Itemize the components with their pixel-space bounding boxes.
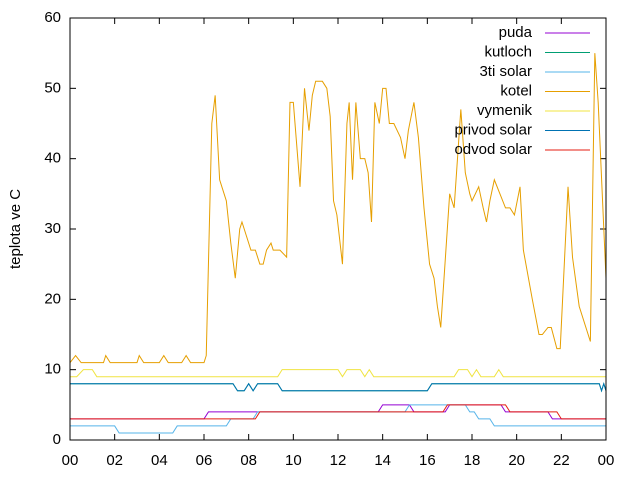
x-tick-label: 04 <box>151 452 168 469</box>
series-line <box>70 382 607 393</box>
plot-frame <box>69 17 607 441</box>
y-tick-label: 30 <box>44 220 61 237</box>
y-axis-label: teplota ve C <box>7 189 24 269</box>
series-line <box>70 404 606 420</box>
series-line <box>69 53 607 364</box>
legend-label: odvod solar <box>454 141 532 158</box>
legend-label: kotel <box>500 82 532 99</box>
legend-label: puda <box>499 24 533 41</box>
x-tick-label: 10 <box>285 452 302 469</box>
x-tick-label: 22 <box>553 452 570 469</box>
x-tick-label: 08 <box>240 452 257 469</box>
y-tick-label: 10 <box>44 361 61 378</box>
x-tick-label: 00 <box>598 452 615 469</box>
x-tick-label: 06 <box>196 452 213 469</box>
legend-label: privod solar <box>454 121 532 138</box>
x-tick-label: 12 <box>330 452 347 469</box>
x-tick-label: 02 <box>106 452 123 469</box>
y-tick-label: 20 <box>44 290 61 307</box>
series-line <box>70 382 607 393</box>
legend-label: 3ti solar <box>479 63 532 80</box>
x-tick-label: 00 <box>62 452 79 469</box>
x-tick-label: 18 <box>464 452 481 469</box>
x-tick-label: 16 <box>419 452 436 469</box>
y-tick-label: 40 <box>44 150 61 167</box>
y-tick-label: 50 <box>44 79 61 96</box>
series-line <box>70 368 606 378</box>
y-tick-label: 0 <box>53 431 61 448</box>
legend-label: vymenik <box>477 102 533 119</box>
legend-label: kutloch <box>484 43 532 60</box>
x-tick-label: 20 <box>508 452 525 469</box>
y-tick-label: 60 <box>44 9 61 26</box>
x-tick-label: 14 <box>374 452 391 469</box>
